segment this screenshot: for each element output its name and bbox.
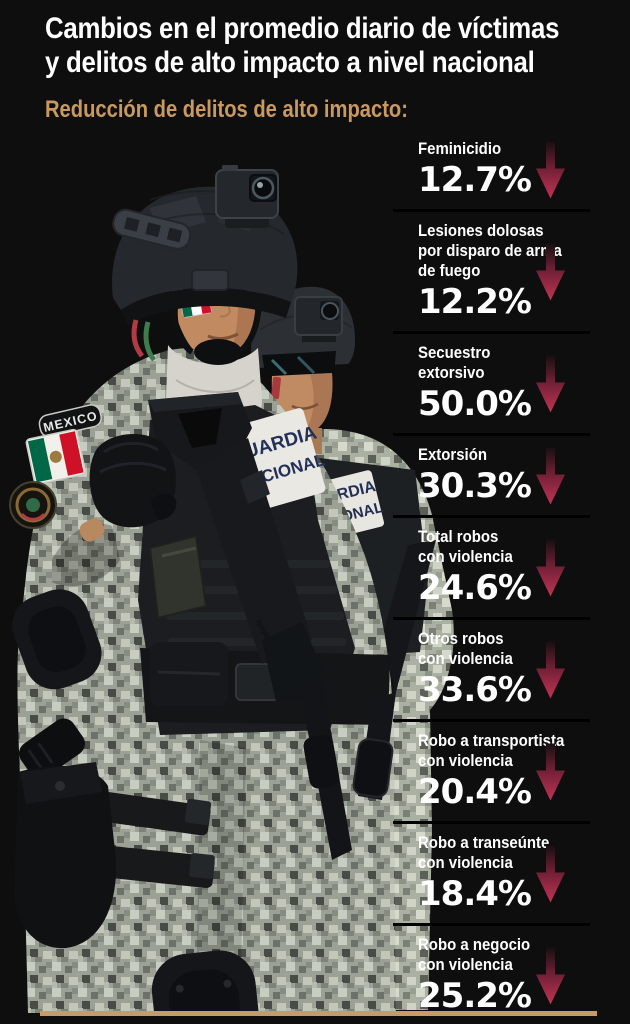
action-camera-2-icon xyxy=(294,296,343,342)
soldier-1: MEXICO xyxy=(9,165,396,1013)
down-arrow-icon xyxy=(536,539,565,596)
down-arrow-icon xyxy=(536,447,565,504)
reduction-value: 12.2% xyxy=(418,282,532,322)
crime-label: Secuestro extorsivo xyxy=(418,343,491,382)
stat-item: Total robos con violencia 24.6% xyxy=(393,515,590,617)
crime-label: Robo a negocio con violencia xyxy=(418,935,531,974)
thigh-holster xyxy=(14,718,215,949)
stat-text: Robo a transeúnte con violencia 18.4% xyxy=(393,833,590,912)
action-camera-1-icon xyxy=(215,165,279,228)
crime-label: Extorsión xyxy=(418,445,487,464)
stat-item: Robo a transportista con violencia 20.4% xyxy=(393,719,590,821)
stat-item: Secuestro extorsivo 50.0% xyxy=(393,331,590,433)
crime-label: Otros robos con violencia xyxy=(418,629,513,668)
title-line-2: y delitos de alto impacto a nivel nacion… xyxy=(45,46,535,79)
stat-text: Secuestro extorsivo 50.0% xyxy=(393,343,590,422)
stat-text: Otros robos con violencia 33.6% xyxy=(393,629,590,708)
reduction-value: 25.2% xyxy=(418,976,532,1016)
down-arrow-icon xyxy=(536,845,565,902)
down-arrow-icon xyxy=(536,947,565,1004)
elbow-pad xyxy=(12,589,102,690)
reduction-value: 50.0% xyxy=(418,384,532,424)
down-arrow-icon xyxy=(536,355,565,412)
crime-label: Feminicidio xyxy=(418,139,502,158)
stats-list: Feminicidio 12.7% Lesiones dolosas por d… xyxy=(393,130,590,1024)
stat-item: Extorsión 30.3% xyxy=(393,433,590,515)
pistol xyxy=(18,718,85,779)
reduction-value: 20.4% xyxy=(418,772,532,812)
down-arrow-icon xyxy=(536,641,565,698)
mexican-flag-patch xyxy=(25,428,86,485)
helmet-side-rail xyxy=(112,208,192,250)
stat-item: Feminicidio 12.7% xyxy=(393,130,590,209)
stat-text: Robo a transportista con violencia 20.4% xyxy=(393,731,590,810)
down-arrow-icon xyxy=(536,243,565,300)
page-title: Cambios en el promedio diario de víctima… xyxy=(45,12,630,80)
helmet-1 xyxy=(112,165,298,362)
section-subtitle: Reducción de delitos de alto impacto: xyxy=(45,96,408,123)
soldiers-photo: GUARDIA NACIONAL xyxy=(9,165,454,1013)
crime-label: Total robos con violencia xyxy=(418,527,513,566)
bottom-accent-bar xyxy=(40,1011,597,1016)
unit-round-patch xyxy=(9,481,57,529)
rifle-1 xyxy=(148,392,352,860)
reduction-value: 33.6% xyxy=(418,670,532,710)
down-arrow-icon xyxy=(536,743,565,800)
sunglasses-2 xyxy=(262,351,336,379)
crime-label: Robo a transportista con violencia xyxy=(418,731,565,770)
down-arrow-icon xyxy=(536,141,565,198)
crime-label: Robo a transeúnte con violencia xyxy=(418,833,550,872)
stat-item: Otros robos con violencia 33.6% xyxy=(393,617,590,719)
stat-item: Robo a negocio con violencia 25.2% xyxy=(393,923,590,1024)
stat-text: Feminicidio 12.7% xyxy=(393,139,590,198)
reduction-value: 12.7% xyxy=(418,160,532,200)
stat-text: Extorsión 30.3% xyxy=(393,445,590,504)
title-line-1: Cambios en el promedio diario de víctima… xyxy=(45,12,560,45)
stat-item: Robo a transeúnte con violencia 18.4% xyxy=(393,821,590,923)
green-ribbon xyxy=(143,321,157,362)
stat-text: Total robos con violencia 24.6% xyxy=(393,527,590,606)
reduction-value: 24.6% xyxy=(418,568,532,608)
rifle-2-muzzle xyxy=(352,692,396,800)
reduction-value: 18.4% xyxy=(418,874,532,914)
stat-item: Lesiones dolosas por disparo de arma de … xyxy=(393,209,590,331)
face-paint-stripe xyxy=(271,376,281,400)
reduction-value: 30.3% xyxy=(418,466,532,506)
red-ribbon xyxy=(131,319,145,358)
glove-1 xyxy=(52,433,177,587)
stat-text: Robo a negocio con violencia 25.2% xyxy=(393,935,590,1014)
